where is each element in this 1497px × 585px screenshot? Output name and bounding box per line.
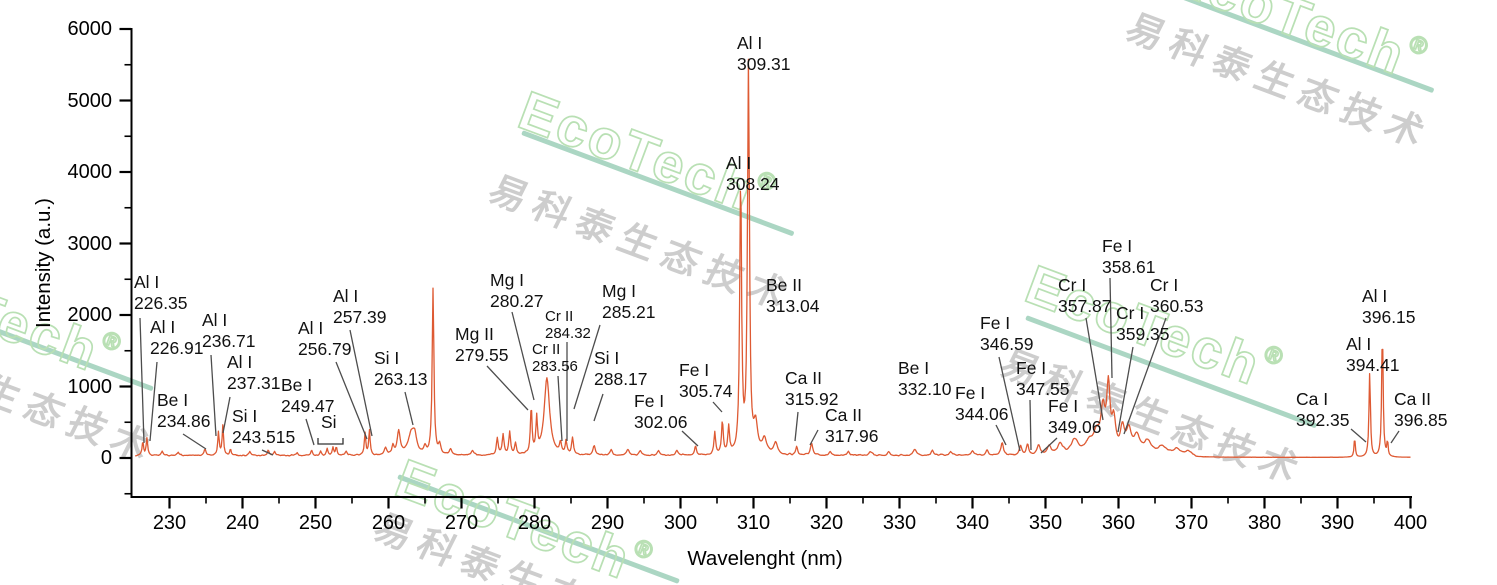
annotation-leader-line (335, 361, 368, 440)
annotation-leader-line (305, 418, 315, 446)
annotation-leader-line (210, 354, 217, 437)
annotation-leader-line (593, 393, 604, 422)
annotation-leader-line (404, 391, 414, 426)
annotation-leader-line (995, 424, 1007, 446)
annotation-leader-line (998, 356, 1021, 452)
annotation-leader-line (261, 449, 274, 456)
annotation-leader-line (349, 329, 373, 437)
annotation-leader-line (1117, 346, 1134, 433)
annotation-leader-line (149, 361, 158, 442)
annotation-leader-line (557, 375, 563, 442)
annotation-leader-line (1109, 277, 1113, 379)
annotation-leader-line (139, 317, 145, 444)
annotation-leader-line (1085, 317, 1104, 421)
annotation-leader-line (573, 324, 601, 410)
annotation-leader-line (1390, 430, 1400, 444)
annotation-leader-line (182, 433, 207, 450)
annotation-leader-line (486, 365, 529, 411)
annotation-leader-line (681, 430, 699, 447)
annotation-leader-line (794, 411, 799, 442)
annotation-leader-line (1350, 428, 1367, 443)
annotation-leader-line (809, 429, 819, 446)
annotation-leader-line (1040, 437, 1058, 454)
annotation-leader-line (222, 396, 231, 434)
annotation-leader-line (712, 401, 723, 413)
si-group-bracket (317, 438, 344, 445)
spectrum-trace (135, 58, 1411, 459)
annotation-leader-line (1029, 399, 1032, 451)
annotation-leader-line (1123, 317, 1167, 435)
annotation-leader-line (511, 311, 535, 401)
